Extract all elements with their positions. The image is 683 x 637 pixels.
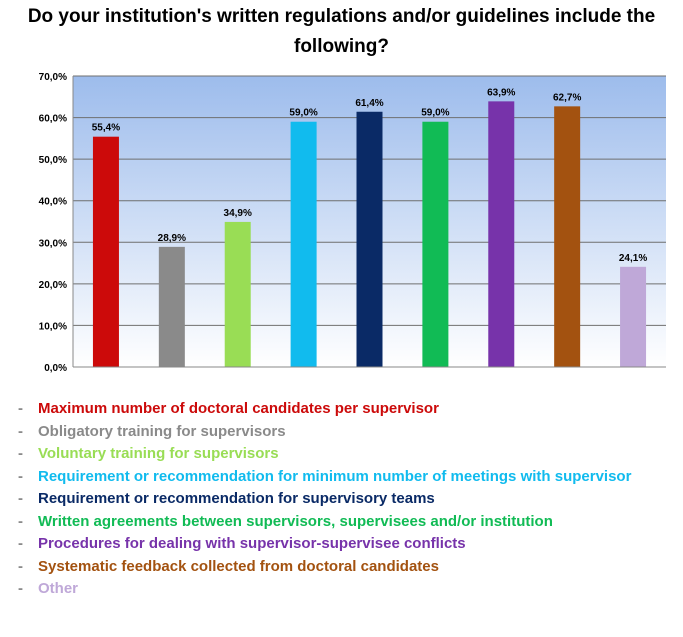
legend-dash: - xyxy=(18,398,38,421)
bar-value-label: 59,0% xyxy=(289,108,317,119)
legend-dash: - xyxy=(18,466,38,489)
legend-dash: - xyxy=(18,578,38,601)
y-tick-label: 60,0% xyxy=(39,114,67,125)
legend-dash: - xyxy=(18,443,38,466)
legend-item: - Requirement or recommendation for super… xyxy=(18,488,668,511)
y-tick-label: 10,0% xyxy=(39,321,67,332)
bar xyxy=(554,106,580,367)
legend: - Maximum number of doctoral candidates p… xyxy=(18,398,668,601)
bar xyxy=(422,122,448,367)
legend-item: - Other xyxy=(18,578,668,601)
y-tick-label: 0,0% xyxy=(44,363,67,374)
bar-value-label: 55,4% xyxy=(92,123,120,134)
bar xyxy=(225,222,251,367)
legend-dash: - xyxy=(18,421,38,444)
y-tick-label: 40,0% xyxy=(39,197,67,208)
bar xyxy=(93,137,119,367)
bar-value-label: 28,9% xyxy=(158,233,186,244)
legend-label: Requirement or recommendation for superv… xyxy=(38,488,668,511)
bar xyxy=(357,112,383,367)
legend-item: - Systematic feedback collected from doct… xyxy=(18,556,668,579)
legend-label: Procedures for dealing with supervisor-s… xyxy=(38,533,668,556)
legend-dash: - xyxy=(18,488,38,511)
bar-chart: 0,0%10,0%20,0%30,0%40,0%50,0%60,0%70,0% … xyxy=(0,0,683,395)
legend-item: - Written agreements between supervisors,… xyxy=(18,511,668,534)
legend-label: Requirement or recommendation for minimu… xyxy=(38,466,668,489)
legend-label: Voluntary training for supervisors xyxy=(38,443,668,466)
bar-value-label: 34,9% xyxy=(224,208,252,219)
legend-item: - Voluntary training for supervisors xyxy=(18,443,668,466)
legend-item: - Requirement or recommendation for minim… xyxy=(18,466,668,489)
bar-value-label: 62,7% xyxy=(553,92,581,103)
bar-value-label: 24,1% xyxy=(619,253,647,264)
legend-label: Systematic feedback collected from docto… xyxy=(38,556,668,579)
bar xyxy=(159,247,185,367)
legend-label: Obligatory training for supervisors xyxy=(38,421,668,444)
legend-dash: - xyxy=(18,511,38,534)
legend-label: Written agreements between supervisors, … xyxy=(38,511,668,534)
bar xyxy=(488,101,514,367)
bar xyxy=(620,267,646,367)
y-tick-label: 70,0% xyxy=(39,72,67,83)
legend-item: - Procedures for dealing with supervisor-… xyxy=(18,533,668,556)
legend-item: - Maximum number of doctoral candidates p… xyxy=(18,398,668,421)
legend-label: Maximum number of doctoral candidates pe… xyxy=(38,398,668,421)
legend-dash: - xyxy=(18,533,38,556)
legend-item: - Obligatory training for supervisors xyxy=(18,421,668,444)
bar-value-label: 61,4% xyxy=(355,98,383,109)
bar xyxy=(291,122,317,367)
y-tick-label: 20,0% xyxy=(39,280,67,291)
y-tick-label: 30,0% xyxy=(39,238,67,249)
bar-value-label: 63,9% xyxy=(487,87,515,98)
legend-label: Other xyxy=(38,578,668,601)
legend-dash: - xyxy=(18,556,38,579)
y-tick-label: 50,0% xyxy=(39,155,67,166)
bar-value-label: 59,0% xyxy=(421,108,449,119)
